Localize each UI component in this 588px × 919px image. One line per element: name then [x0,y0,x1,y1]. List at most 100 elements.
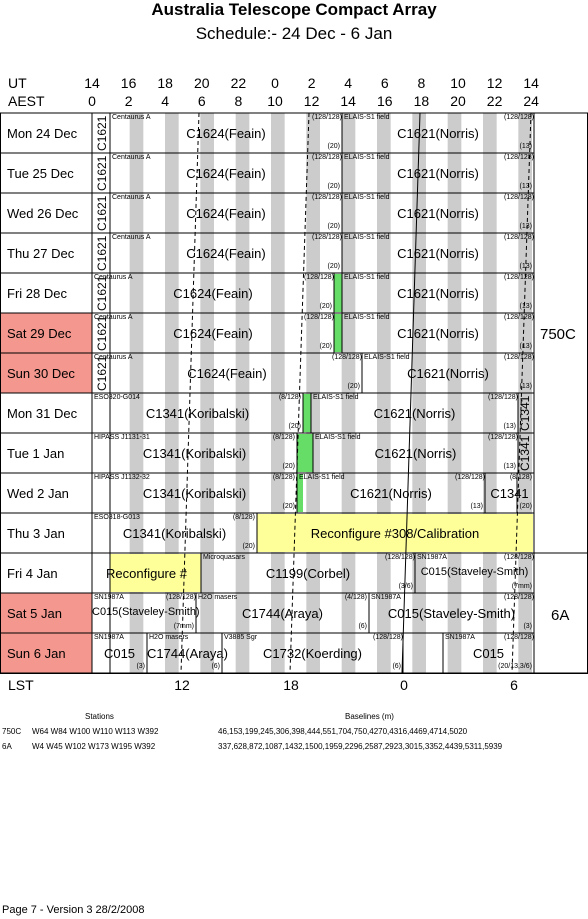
target-source-label: ELAIS-S1 field [344,274,390,281]
target-source-label: SN1987A [371,594,401,601]
cell-note-label: (20) [282,503,295,510]
ut-hour-label: 14 [84,75,100,91]
aest-hour-label: 12 [303,93,320,109]
config-750c-stations: W64 W84 W100 W110 W113 W392 [32,727,159,736]
aest-hour-label: 18 [413,93,430,109]
day-label: Sat 29 Dec [7,326,72,341]
overlap-block [334,274,342,312]
ut-hour-label: 18 [157,75,173,91]
ut-hour-label: 4 [344,75,353,91]
target-source-label: ESO318-G013 [94,514,140,521]
project-label: C1621(Norris) [373,406,456,421]
project-label: C1624(Feain) [186,246,266,261]
project-label: C015(Staveley-Smith) [92,606,200,618]
baseline-ratio-label: (8/128) [232,514,255,521]
day-label: Fri 4 Jan [7,566,58,581]
cell-note-label: (7mm) [173,623,194,630]
lst-tick: 18 [283,677,299,693]
day-label: Tue 25 Dec [7,166,74,181]
aest-hour-label: 16 [377,93,393,109]
baseline-ratio-label: (8/128) [278,394,301,401]
cell-note-label: (20) [519,503,532,510]
baseline-ratio-label: (8/128) [509,474,532,481]
day-label: Sun 30 Dec [7,366,75,381]
baseline-ratio-label: (128/128) [455,474,485,481]
cell-note-label: (20) [327,143,340,150]
target-source-label: SN1987A [94,594,124,601]
page-footer: Page 7 - Version 3 28/2/2008 [2,904,145,916]
cell-note-label: (20) [327,263,340,270]
baseline-ratio-label: (128/128) [312,114,342,121]
baseline-ratio-label: (128/128) [312,234,342,241]
project-label: C1621(Norris) [397,326,479,341]
target-source-label: ELAIS-S1 field [344,154,390,161]
project-label: C1341 [490,486,529,501]
target-source-label: H2O masers [198,594,238,601]
cell-note-label: (13) [519,303,532,310]
cell-note-label: (20) [319,303,332,310]
target-source-label: H2O masers [149,634,189,641]
target-source-label: Centaurus A [94,354,133,361]
vertical-project-label: C1621 [95,115,109,151]
cell-note-label: (7mm) [511,583,532,590]
target-source-label: Centaurus A [94,274,133,281]
aest-hour-label: 0 [88,93,96,109]
aest-hour-label: 22 [486,93,503,109]
config-6a-label: 6A [551,607,570,624]
day-label: Tue 1 Jan [7,446,65,461]
project-label: C1624(Feain) [187,366,267,381]
target-source-label: Centaurus A [112,114,151,121]
aest-hour-label: 8 [234,93,243,109]
baseline-ratio-label: (4/128) [344,594,367,601]
weekend-highlight [0,353,92,393]
project-label: C1621(Norris) [407,366,489,381]
day-label: Thu 3 Jan [7,526,65,541]
target-source-label: V3885 Sgr [224,634,258,641]
project-label: C1341(Koribalski) [142,486,247,501]
lst-line-18 [289,112,310,674]
cell-note-label: (20) [319,343,332,350]
target-source-label: ELAIS-S1 field [315,434,361,441]
ut-hour-label: 0 [271,75,279,91]
day-label: Sun 6 Jan [7,646,66,661]
config-750c-label: 750C [540,326,576,343]
target-source-label: HIPASS J1132-32 [94,474,150,481]
baseline-ratio-label: (128/128) [304,314,334,321]
config-750c-baselines: 46,153,199,245,306,398,444,551,704,750,4… [218,727,468,736]
cell-note-label: (13) [519,183,532,190]
ut-hour-label: 22 [230,75,247,91]
baseline-ratio-label: (128/128) [488,434,518,441]
target-source-label: ELAIS-S1 field [313,394,359,401]
project-label: C1621(Norris) [374,446,457,461]
ut-hour-label: 10 [450,75,466,91]
project-label: C1621(Norris) [350,486,432,501]
target-source-label: ELAIS-S1 field [364,354,410,361]
day-label: Mon 24 Dec [7,126,78,141]
vertical-project-label: C1621 [95,195,109,231]
cell-note-label: (13) [519,143,532,150]
baseline-ratio-label: (128/128) [504,234,534,241]
project-label: C1732(Koerding) [262,646,362,661]
lst-label: LST [8,677,34,693]
day-label: Mon 31 Dec [7,406,78,421]
reconfigure-block [257,514,533,552]
cell-note-label: (20) [327,183,340,190]
ut-hour-label: 12 [486,75,503,91]
baseline-ratio-label: (128/128) [488,394,518,401]
cell-note-label: (20) [288,423,301,430]
project-label: C1621(Norris) [397,206,479,221]
project-label: C1744(Araya) [242,606,323,621]
overlap-block [297,474,303,512]
project-label: C015(Staveley-Smith) [387,606,516,621]
baseline-ratio-label: (128/128) [332,354,362,361]
day-label: Fri 28 Dec [7,286,67,301]
lst-tick: 6 [510,677,518,693]
aest-label: AEST [8,93,45,109]
target-source-label: ELAIS-S1 field [299,474,345,481]
config-6a-name: 6A [2,742,12,751]
ut-label: UT [8,75,27,91]
cell-note-label: (20/13,3/6) [498,663,532,670]
baselines-header: Baselines (m) [345,712,394,721]
overlap-block [297,434,313,472]
